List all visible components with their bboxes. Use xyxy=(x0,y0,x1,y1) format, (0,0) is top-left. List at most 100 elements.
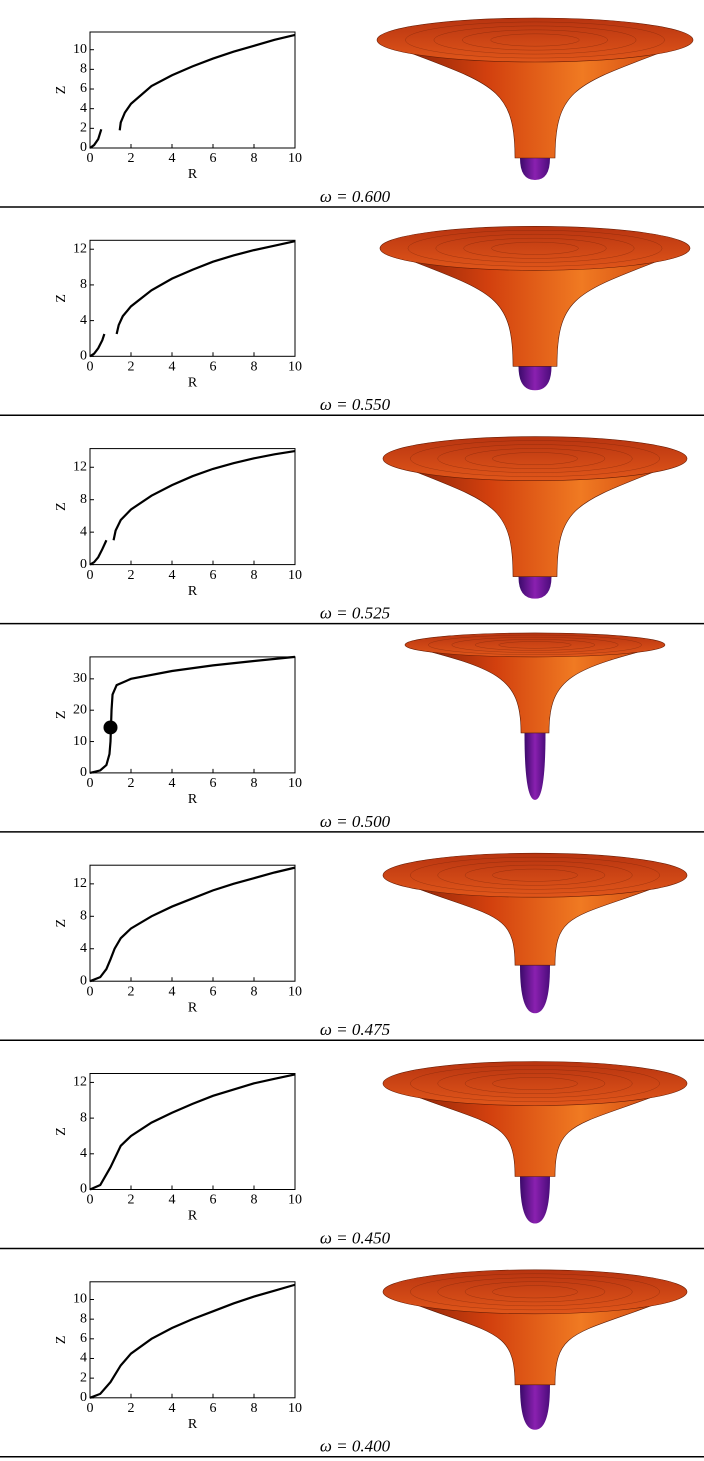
y-axis-label: Z xyxy=(54,1336,69,1345)
funnel-grid xyxy=(437,860,633,890)
x-tick-label: 8 xyxy=(251,1193,258,1208)
y-tick-label: 12 xyxy=(73,459,87,474)
x-tick-label: 6 xyxy=(210,151,217,166)
plot-frame xyxy=(89,31,296,149)
funnel-image xyxy=(404,632,666,800)
x-tick-label: 2 xyxy=(128,1193,135,1208)
y-tick-label: 6 xyxy=(80,1331,87,1346)
x-tick-label: 8 xyxy=(251,568,258,583)
x-tick-label: 4 xyxy=(169,360,176,375)
funnel-grid xyxy=(462,29,608,51)
y-tick-label: 10 xyxy=(73,734,87,749)
funnel-grid xyxy=(410,440,660,477)
funnel-body xyxy=(382,458,688,577)
x-tick-label: 0 xyxy=(87,360,94,375)
y-tick-label: 8 xyxy=(80,277,87,292)
funnel-grid xyxy=(492,1077,578,1090)
y-tick-label: 0 xyxy=(80,557,87,572)
funnel-grid xyxy=(428,634,642,655)
funnel-body xyxy=(379,248,691,367)
funnel-grid xyxy=(451,637,619,653)
x-tick-label: 4 xyxy=(169,776,176,791)
funnel-image xyxy=(379,226,691,391)
x-axis-label: R xyxy=(188,584,198,599)
x-tick-label: 0 xyxy=(87,776,94,791)
plot-frame xyxy=(89,864,296,982)
funnel-body xyxy=(382,1083,688,1177)
y-tick-label: 8 xyxy=(80,1110,87,1125)
funnel-grid xyxy=(437,1069,633,1098)
x-tick-label: 8 xyxy=(251,360,258,375)
funnel-image xyxy=(382,1061,688,1224)
panel: 0 2 4 6 8 10 0 4 8 12 R Zω = 0.550 xyxy=(0,226,704,417)
funnel-tip xyxy=(518,366,552,391)
x-tick-label: 2 xyxy=(128,360,135,375)
x-tick-label: 10 xyxy=(288,776,302,791)
y-axis-label: Z xyxy=(54,502,69,511)
panel: 0 2 4 6 8 10 0 4 8 12 R Zω = 0.475 xyxy=(0,852,704,1041)
x-tick-label: 10 xyxy=(288,1193,302,1208)
funnel-rim xyxy=(382,436,688,481)
plot-frame xyxy=(89,239,296,357)
funnel-rim xyxy=(382,1061,688,1106)
caption: ω = 0.600 xyxy=(320,187,391,206)
curve xyxy=(89,449,296,566)
y-tick-label: 4 xyxy=(80,941,87,956)
y-axis-label: Z xyxy=(54,1127,69,1136)
funnel-body xyxy=(376,39,694,159)
x-tick-label: 10 xyxy=(288,360,302,375)
x-tick-label: 10 xyxy=(288,984,302,999)
funnel-grid xyxy=(405,21,665,59)
funnel-grid xyxy=(492,1285,578,1299)
y-tick-label: 20 xyxy=(73,702,87,717)
y-axis-label: Z xyxy=(54,919,69,928)
funnel-grid xyxy=(463,237,607,259)
y-tick-label: 0 xyxy=(80,1390,87,1405)
funnel-image xyxy=(382,852,688,1014)
x-tick-label: 6 xyxy=(210,984,217,999)
plot-frame xyxy=(89,656,296,774)
y-tick-label: 8 xyxy=(80,62,87,77)
y-tick-label: 8 xyxy=(80,909,87,924)
y-tick-label: 0 xyxy=(80,765,87,780)
x-tick-label: 4 xyxy=(169,1401,176,1416)
curve xyxy=(89,655,296,774)
x-tick-label: 2 xyxy=(128,1401,135,1416)
x-tick-label: 4 xyxy=(169,1193,176,1208)
y-tick-label: 30 xyxy=(73,671,87,686)
funnel-image xyxy=(382,436,688,599)
funnel-grid xyxy=(437,1277,633,1307)
y-tick-label: 0 xyxy=(80,1182,87,1197)
funnel-body xyxy=(404,644,666,734)
y-tick-label: 4 xyxy=(80,313,87,328)
x-tick-label: 6 xyxy=(210,776,217,791)
funnel-grid xyxy=(410,1065,660,1102)
y-tick-label: 4 xyxy=(80,1146,87,1161)
curve xyxy=(89,1283,296,1399)
caption: ω = 0.500 xyxy=(320,812,391,831)
caption: ω = 0.475 xyxy=(320,1020,390,1039)
x-tick-label: 4 xyxy=(169,568,176,583)
funnel-grid xyxy=(410,856,660,894)
curve xyxy=(89,33,296,149)
x-axis-label: R xyxy=(188,376,198,391)
funnel-grid xyxy=(491,241,579,255)
y-tick-label: 12 xyxy=(73,1075,87,1090)
x-tick-label: 10 xyxy=(288,568,302,583)
x-axis-label: R xyxy=(188,1209,198,1224)
funnel-grid xyxy=(492,868,578,882)
funnel-tip xyxy=(520,1384,550,1430)
y-tick-label: 2 xyxy=(80,121,87,136)
x-tick-label: 6 xyxy=(210,360,217,375)
plot-frame xyxy=(89,1281,296,1399)
funnel-body xyxy=(382,1291,688,1386)
marker xyxy=(103,720,118,735)
x-tick-label: 2 xyxy=(128,151,135,166)
caption: ω = 0.525 xyxy=(320,604,390,623)
funnel-image xyxy=(376,17,694,180)
y-tick-label: 6 xyxy=(80,81,87,96)
funnel-grid xyxy=(437,444,633,473)
x-tick-label: 6 xyxy=(210,1193,217,1208)
funnel-tip xyxy=(520,158,550,180)
